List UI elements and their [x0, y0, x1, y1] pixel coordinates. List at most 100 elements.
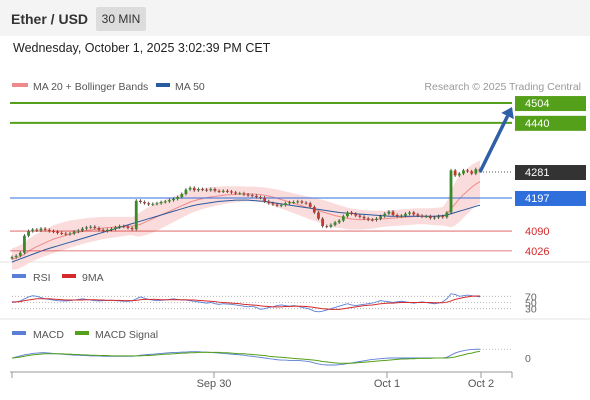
candle-body — [474, 169, 478, 174]
candle-body — [292, 202, 296, 204]
candle-body — [192, 187, 196, 191]
candle-body — [296, 201, 300, 203]
candle-body — [201, 189, 204, 191]
candle-body — [97, 227, 101, 230]
candle-body — [395, 214, 399, 217]
candle-body — [346, 212, 349, 217]
candle-body — [188, 187, 192, 190]
bollinger-band — [12, 160, 480, 270]
candle-body — [147, 203, 151, 205]
candle-body — [43, 228, 47, 230]
candle-body — [387, 211, 391, 214]
candle-body — [375, 218, 378, 220]
candle-body — [341, 216, 345, 221]
candle-body — [283, 203, 287, 206]
candle-body — [308, 203, 312, 207]
candle-body — [221, 190, 225, 192]
candle-body — [122, 226, 126, 228]
candle-body — [437, 216, 440, 218]
candle-body — [217, 190, 221, 192]
candle-body — [271, 203, 275, 205]
ma20-legend-label: MA 20 + Bollinger Bands — [33, 81, 148, 93]
candle-body — [304, 202, 308, 204]
candle-body — [159, 202, 163, 204]
candle-body — [466, 170, 469, 172]
candle-body — [64, 233, 68, 235]
candle-body — [56, 231, 59, 233]
candle-body — [420, 215, 424, 217]
candle-body — [254, 195, 258, 198]
candle-body — [321, 218, 325, 227]
rsi-legend-label: RSI — [33, 272, 51, 284]
candle-body — [441, 216, 445, 218]
candle-body — [366, 218, 370, 220]
candle-body — [180, 193, 184, 198]
candle-body — [433, 217, 436, 219]
candle-body — [242, 193, 246, 195]
instrument-title: Ether / USD — [11, 11, 89, 27]
candle-body — [238, 193, 242, 195]
candle-body — [259, 197, 262, 199]
candle-body — [250, 195, 254, 197]
candle-body — [163, 201, 167, 203]
candle-body — [105, 229, 109, 232]
ma50-legend-label: MA 50 — [175, 81, 205, 93]
candle-body — [184, 189, 188, 194]
candle-body — [288, 202, 291, 204]
candle-body — [89, 226, 93, 228]
candle-body — [453, 170, 457, 176]
candle-body — [138, 200, 142, 203]
candle-body — [449, 170, 453, 213]
research-credit: Research © 2025 Trading Central — [424, 81, 581, 93]
level-badge-4440 — [515, 115, 586, 131]
level-label-4504: 4504 — [525, 98, 549, 110]
candle-body — [416, 214, 420, 216]
candle-body — [267, 201, 271, 204]
candle-body — [39, 228, 43, 231]
ma20-line — [11, 181, 481, 260]
candle-body — [275, 204, 279, 206]
candle-body — [424, 216, 428, 218]
ma20-legend-swatch — [12, 83, 28, 87]
candle-body — [151, 203, 155, 205]
candle-body — [213, 189, 217, 191]
rsi-level-label-70: 70 — [525, 291, 537, 303]
candle-body — [383, 213, 387, 217]
timeframe-badge[interactable]: 30 MIN — [96, 7, 146, 31]
candle-body — [263, 197, 267, 202]
candle-body — [209, 189, 213, 191]
candle-body — [379, 216, 383, 219]
level-badge-4197 — [515, 190, 586, 206]
candle-body — [354, 213, 358, 216]
macd-legend-swatch — [12, 331, 26, 335]
candle-body — [10, 257, 14, 259]
candle-body — [126, 226, 130, 228]
rsi-level-label-30: 30 — [525, 304, 537, 316]
candle-body — [93, 226, 97, 228]
candle-body — [358, 215, 362, 217]
level-label-4090: 4090 — [525, 226, 549, 238]
candle-body — [68, 233, 72, 235]
candle-body — [333, 222, 337, 225]
candle-body — [155, 203, 159, 205]
candle-body — [350, 212, 354, 214]
level-label-4281: 4281 — [525, 167, 549, 179]
rsi-legend-swatch — [12, 274, 26, 278]
x-tick-label: Oct 1 — [374, 378, 400, 390]
candle-body — [246, 194, 250, 196]
candle-body — [130, 227, 134, 230]
candle-body — [176, 197, 180, 199]
candle-body — [31, 229, 35, 232]
rsi-level-label-50: 50 — [525, 298, 537, 310]
rsi-ma-legend-swatch — [62, 274, 76, 278]
candle-body — [325, 226, 329, 228]
candle-body — [428, 216, 432, 219]
level-badge-4504 — [515, 96, 586, 112]
candle-body — [412, 212, 416, 215]
level-label-4026: 4026 — [525, 246, 549, 258]
rsi-signal-line — [12, 295, 480, 310]
candle-body — [143, 202, 146, 204]
candle-body — [470, 171, 474, 174]
candle-body — [35, 229, 39, 231]
candle-body — [337, 220, 341, 223]
